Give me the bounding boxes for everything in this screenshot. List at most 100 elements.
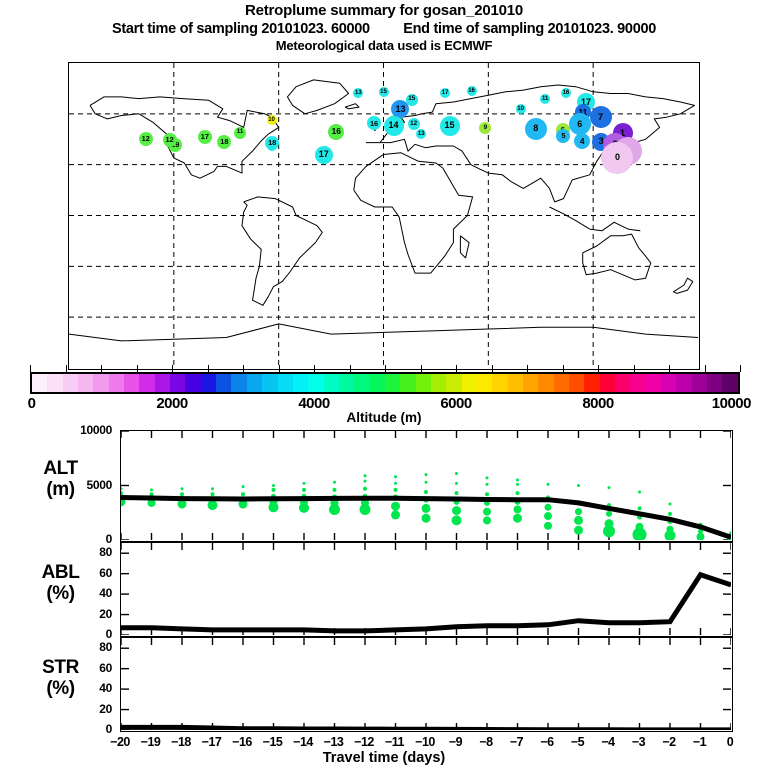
colorbar-swatch-34 (553, 374, 570, 392)
map-marker-label: 14 (388, 120, 399, 131)
y-tick-label: 20 (99, 701, 112, 716)
colorbar-tick (385, 365, 386, 372)
y-tick-label: 80 (99, 640, 112, 655)
colorbar-tick (243, 365, 244, 372)
map-marker-label: 18 (220, 137, 229, 147)
map-marker: 11 (234, 126, 247, 139)
colorbar-tick (598, 365, 599, 372)
colorbar-swatch-42 (676, 374, 692, 392)
x-tick-label: −7 (509, 735, 524, 749)
colorbar-swatch-15 (262, 374, 278, 392)
colorbar-swatch-21 (354, 374, 370, 392)
alt-scatter-point (574, 515, 583, 525)
colorbar-swatch-33 (538, 374, 554, 392)
x-tick-label: −11 (384, 735, 405, 749)
map-marker-label: 10 (517, 106, 524, 113)
alt-scatter-point (485, 482, 489, 486)
colorbar-swatch-28 (461, 374, 477, 392)
map-marker: 13 (353, 87, 364, 98)
colorbar-swatch-13 (231, 374, 247, 392)
colorbar-swatch-19 (323, 374, 339, 392)
colorbar-tick (527, 365, 528, 372)
alt-scatter-point (577, 484, 580, 487)
colorbar-swatch-41 (661, 374, 677, 392)
alt-scatter-point (363, 474, 367, 478)
x-tick-label: −9 (448, 735, 463, 749)
abl-line (121, 571, 731, 634)
alt-label-line2: (m) (46, 479, 75, 500)
alt-scatter-point (666, 525, 674, 533)
map-marker-label: 15 (444, 120, 455, 131)
x-tick-label: −3 (631, 735, 646, 749)
alt-scatter-point (210, 492, 215, 497)
alt-scatter-point (544, 521, 552, 530)
map-marker: 14 (383, 115, 404, 136)
y-tick-label: 5000 (86, 477, 113, 492)
alt-scatter-point (394, 475, 397, 479)
map-marker: 17 (314, 145, 333, 164)
str-line (121, 724, 731, 730)
y-tick-label: 60 (99, 660, 112, 675)
str-y-tick-labels: 0 20 40 60 80 (68, 637, 112, 736)
map-marker-label: 0 (614, 152, 620, 163)
colorbar-swatch-27 (446, 374, 462, 392)
colorbar-swatch-1 (47, 374, 63, 392)
map-marker-label: 7 (597, 111, 603, 122)
colorbar-tick (562, 365, 564, 372)
alt-plot[interactable] (120, 430, 733, 542)
alt-scatter-point (546, 482, 550, 486)
colorbar-tick (491, 365, 493, 372)
map-marker: 10 (515, 104, 526, 115)
colorbar-tick-label: 2000 (156, 395, 188, 412)
alt-scatter-point (637, 506, 642, 511)
str-plot[interactable] (120, 637, 733, 732)
map-marker-label: 11 (541, 95, 549, 102)
alt-scatter-point (454, 491, 459, 496)
map-marker: 11 (540, 93, 551, 104)
colorbar-swatch-7 (139, 374, 155, 392)
colorbar-tick-label: 4000 (298, 395, 330, 412)
alt-scatter-point (513, 513, 522, 523)
map-marker-label: 17 (200, 132, 209, 142)
alt-scatter-point (603, 525, 615, 538)
alt-scatter-point (575, 508, 582, 516)
alt-y-tick-labels: 0 5000 10000 (68, 423, 113, 546)
colorbar-swatch-22 (369, 374, 385, 392)
colorbar-tick (30, 365, 31, 372)
map-marker: 5 (556, 128, 571, 143)
colorbar-swatch-2 (62, 374, 79, 392)
alt-scatter-point (207, 500, 218, 511)
map-marker: 13 (416, 128, 427, 139)
colorbar-swatches (30, 372, 740, 394)
altitude-colorbar[interactable]: 0 2000 4000 6000 8000 10000 (28, 365, 751, 412)
colorbar-swatch-25 (415, 374, 431, 392)
colorbar-swatch-29 (476, 374, 493, 392)
colorbar-swatch-14 (246, 374, 263, 392)
map-marker-label: 16 (369, 118, 379, 128)
alt-scatter-point (483, 516, 491, 525)
alt-scatter-point (544, 512, 552, 521)
alt-scatter-point (696, 532, 705, 540)
map-marker-label: 15 (408, 95, 416, 103)
alt-scatter-point (180, 492, 184, 497)
map-marker-label: 12 (165, 135, 174, 145)
alt-scatter-point (393, 487, 398, 492)
map-marker: 12 (138, 131, 153, 146)
colorbar-swatch-20 (338, 374, 355, 392)
alt-row-label: ALT (m) (8, 458, 113, 500)
abl-plot[interactable] (120, 542, 733, 637)
x-tick-label: −19 (140, 735, 161, 749)
map-marker: 17 (440, 87, 451, 98)
world-map-panel[interactable]: 1917181616141312121110181715171615131316… (68, 62, 700, 370)
colorbar-swatch-16 (277, 374, 293, 392)
alt-scatter-points (121, 472, 731, 540)
y-tick-label: 40 (99, 681, 112, 696)
map-marker-label: 4 (579, 135, 585, 146)
x-tick-label: −16 (232, 735, 252, 749)
map-marker: 15 (378, 86, 389, 97)
colorbar-swatch-5 (108, 374, 125, 392)
alt-scatter-point (241, 492, 245, 497)
colorbar-tick-label: 6000 (440, 395, 472, 412)
colorbar-swatch-30 (492, 374, 508, 392)
x-axis-title: Travel time (days) (322, 750, 446, 766)
